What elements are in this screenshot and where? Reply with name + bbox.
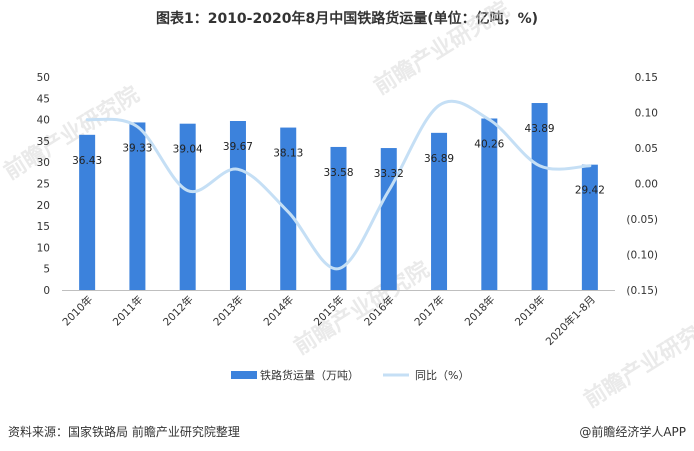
bar-0: [79, 134, 96, 290]
x-tick-label-10: 2020年1-8月: [543, 293, 598, 348]
y-left-tick-label: 5: [43, 264, 50, 276]
y-left-tick-label: 40: [37, 115, 50, 127]
bar-label-6: 33.32: [374, 168, 404, 180]
bar-7: [431, 132, 448, 290]
y-right-tick-label: 0.05: [635, 143, 658, 155]
watermark-text: 前瞻产业研究院: [0, 81, 144, 185]
bar-5: [330, 146, 347, 290]
bar-label-1: 39.33: [122, 142, 152, 154]
x-tick-label-2: 2012年: [160, 293, 196, 329]
y-left-tick-label: 15: [37, 221, 50, 233]
x-tick-label-1: 2011年: [110, 293, 146, 329]
bar-label-8: 40.26: [474, 138, 504, 150]
bar-label-10: 29.42: [575, 185, 605, 197]
y-left-tick-label: 50: [37, 72, 50, 84]
bar-label-0: 36.43: [72, 155, 102, 167]
y-left-tick-label: 20: [37, 200, 50, 212]
x-tick-label-4: 2014年: [261, 293, 297, 329]
y-left-tick-label: 10: [37, 242, 50, 254]
bar-label-4: 38.13: [273, 148, 303, 160]
bar-series: [79, 103, 598, 291]
brand-credit: @前瞻经济学人APP: [579, 425, 686, 439]
x-tick-label-0: 2010年: [60, 293, 96, 329]
chart-title: 图表1：2010-2020年8月中国铁路货运量(单位：亿吨，%): [155, 11, 539, 27]
bar-label-5: 33.58: [323, 167, 353, 179]
y-axis-right: (0.15) (0.10) (0.05) 0.00 0.05 0.10 0.15: [626, 72, 658, 297]
y-left-tick-label: 45: [37, 93, 50, 105]
legend-bar-swatch: [231, 371, 257, 379]
legend-bar-label: 铁路货运量（万吨）: [260, 368, 359, 382]
y-right-tick-label: 0.00: [635, 179, 658, 191]
bar-label-2: 39.04: [173, 144, 203, 156]
x-tick-label-3: 2013年: [211, 293, 247, 329]
watermark-text: 前瞻产业研究院: [289, 256, 433, 360]
bar-4: [280, 127, 297, 291]
y-axis-left: 0 5 10 15 20 25 30 35 40 45 50: [37, 72, 50, 297]
y-right-tick-label: (0.10): [626, 250, 658, 262]
watermark-text: 前瞻产业研究院: [369, 0, 513, 100]
legend: 铁路货运量（万吨） 同比（%）: [231, 368, 469, 382]
bar-9: [531, 103, 548, 291]
bar-label-7: 36.89: [424, 153, 454, 165]
bar-label-3: 39.67: [223, 141, 253, 153]
y-right-tick-label: 0.15: [635, 72, 658, 84]
y-left-tick-label: 0: [43, 285, 50, 297]
bar-1: [129, 122, 146, 291]
x-tick-label-9: 2019年: [512, 293, 548, 329]
y-right-tick-label: (0.05): [626, 214, 658, 226]
y-left-tick-label: 30: [37, 157, 50, 169]
bar-2: [179, 123, 196, 290]
x-tick-label-7: 2017年: [412, 293, 448, 329]
bar-3: [229, 121, 246, 290]
y-right-tick-label: (0.15): [626, 285, 658, 297]
bar-8: [481, 118, 498, 290]
x-tick-label-8: 2018年: [462, 293, 498, 329]
y-right-tick-label: 0.10: [635, 108, 658, 120]
y-left-tick-label: 25: [37, 179, 50, 191]
y-left-tick-label: 35: [37, 136, 50, 148]
watermark-text: 前瞻产业研究院: [579, 309, 694, 413]
bar-10: [581, 164, 598, 290]
yoy-line: [85, 99, 592, 271]
bar-label-9: 43.89: [525, 123, 555, 135]
legend-line-label: 同比（%）: [415, 369, 469, 382]
source-note: 资料来源：国家铁路局 前瞻产业研究院整理: [8, 425, 240, 439]
bar-data-labels: 36.43 39.33 39.04 39.67 38.13 33.58 33.32 36.89…: [72, 123, 605, 197]
